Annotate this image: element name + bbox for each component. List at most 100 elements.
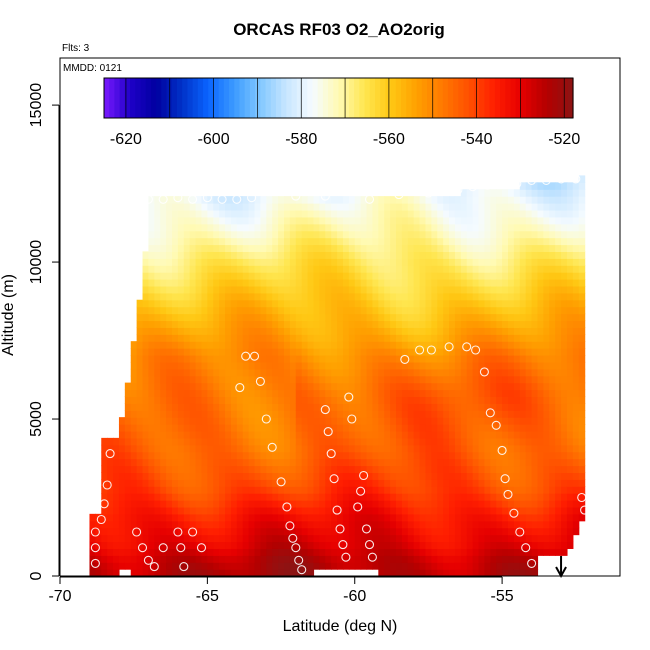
heat-cell [531,348,539,356]
heat-cell [354,209,362,218]
heat-cell [484,541,491,549]
heat-cell [342,327,350,335]
heat-cell [272,451,279,460]
heat-cell [248,230,256,239]
heat-cell [407,361,415,370]
heat-cell [295,534,303,543]
heat-cell [354,368,362,377]
heat-cell [272,292,279,301]
heat-cell [437,527,444,536]
heat-cell [230,223,238,232]
heat-cell [266,451,273,460]
heat-cell [130,465,138,473]
heat-cell [166,209,173,218]
heat-cell [154,444,161,453]
heat-cell [172,272,179,280]
heat-cell [531,555,539,563]
heat-cell [372,437,379,446]
heat-cell [407,389,415,398]
heat-cell [531,313,539,322]
heat-cell [207,313,214,322]
heat-cell [419,534,427,543]
heat-cell [166,493,173,501]
heat-cell [525,451,533,460]
heat-cell [148,458,155,467]
colorbar-segment [526,78,532,118]
heat-cell [419,486,427,494]
heat-cell [431,500,438,508]
heat-cell [284,410,291,418]
heat-cell [337,472,344,480]
heat-cell [519,430,527,439]
heat-cell [449,320,456,328]
heat-cell [207,306,214,315]
heat-cell [148,444,155,453]
heat-cell [449,396,456,404]
heat-cell [301,292,309,301]
heat-cell [390,375,397,384]
heat-cell [118,562,126,570]
colorbar-segment [109,78,116,118]
heat-cell [460,534,468,543]
heat-cell [348,500,356,508]
heat-cell [443,437,450,446]
heat-cell [113,458,120,467]
heat-cell [496,223,503,232]
heat-cell [572,209,580,218]
heat-cell [183,285,191,294]
heat-cell [254,479,262,487]
heat-cell [177,285,185,294]
heat-cell [313,244,320,252]
heat-cell [278,258,285,266]
heat-cell [360,562,368,570]
heat-cell [260,479,267,487]
heat-cell [460,424,468,432]
heat-cell [266,348,273,356]
heat-cell [301,430,309,439]
heat-cell [189,548,197,556]
heat-cell [561,548,568,556]
heat-cell [160,458,167,467]
heat-cell [425,272,432,280]
heat-cell [525,555,533,563]
heat-cell [348,534,356,543]
heat-cell [437,230,444,239]
heat-cell [260,327,267,335]
heat-cell [154,389,161,398]
heat-cell [431,555,438,563]
heat-cell [431,368,438,377]
heat-cell [107,493,114,501]
heat-cell [148,472,155,480]
heat-cell [419,513,427,522]
heat-cell [454,430,462,439]
heat-cell [124,437,132,446]
heat-cell [331,258,338,266]
heat-cell [378,223,385,232]
heat-cell [413,196,421,204]
measurement-point [491,420,501,430]
heat-cell [242,196,250,204]
heat-cell [537,265,544,273]
chart-title: ORCAS RF03 O2_AO2orig [233,20,445,39]
heat-cell [454,458,462,467]
heat-cell [419,216,427,225]
heat-cell [331,327,338,335]
heat-cell [437,410,444,418]
heat-cell [372,230,379,239]
heat-cell [396,375,403,384]
heat-cell [490,451,497,460]
heat-cell [419,327,427,335]
heat-cell [484,223,491,232]
heat-cell [142,437,150,446]
heat-cell [242,417,250,425]
heat-cell [236,265,244,273]
heat-cell [537,209,544,218]
heat-cell [142,424,150,432]
heat-cell [513,223,521,232]
heat-cell [219,465,226,473]
heat-cell [419,196,427,204]
heat-cell [272,465,279,473]
heat-cell [301,272,309,280]
heat-cell [154,500,161,508]
heat-cell [543,444,550,453]
